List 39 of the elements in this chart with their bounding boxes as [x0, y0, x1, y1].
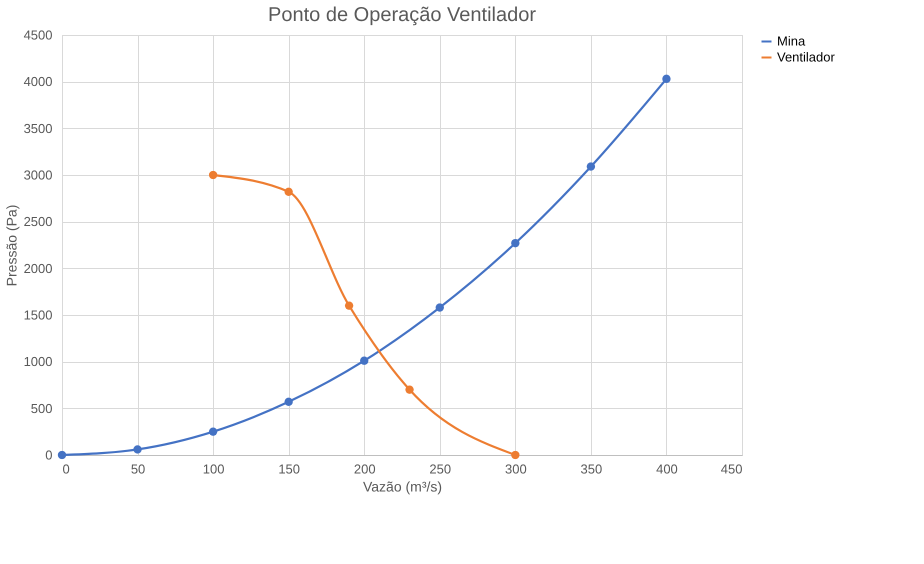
- point: [133, 445, 142, 454]
- point: [58, 450, 66, 460]
- y-tick-label: 3500: [24, 120, 52, 136]
- point: [511, 450, 520, 460]
- point: [511, 238, 520, 248]
- y-tick-label: 4000: [24, 74, 52, 90]
- point: [436, 303, 444, 312]
- y-tick-label: 4500: [24, 28, 52, 42]
- point: [405, 385, 414, 394]
- point: [208, 427, 218, 436]
- point: [284, 398, 293, 406]
- x-tick-label: 250: [429, 462, 452, 476]
- x-tick-label: 150: [278, 462, 300, 476]
- x-tick-label: 350: [580, 462, 602, 476]
- x-tick-label: 450: [720, 462, 742, 476]
- legend-label: Mina: [777, 34, 806, 48]
- point: [662, 74, 671, 84]
- x-tick-label: 50: [130, 462, 146, 476]
- y-tick-label: 3000: [24, 168, 52, 182]
- y-tick-label: 2500: [24, 214, 52, 230]
- y-axis-title: Pressão (Pa): [4, 204, 20, 286]
- x-tick-label: 200: [354, 462, 376, 476]
- x-tick-label: 0: [62, 462, 70, 476]
- y-tick-label: 2000: [24, 260, 52, 276]
- x-axis-title: Vazão (m³/s): [362, 478, 442, 494]
- x-tick-label: 100: [202, 462, 224, 476]
- point: [208, 170, 218, 180]
- point: [344, 301, 354, 310]
- point: [586, 162, 596, 171]
- point: [284, 188, 293, 196]
- x-tick-label: 300: [504, 462, 527, 476]
- y-tick-label: 1500: [24, 308, 52, 322]
- legend-label: Ventilador: [777, 50, 836, 64]
- y-tick-label: 500: [30, 400, 52, 416]
- y-tick-label: 1000: [24, 354, 52, 370]
- chart-title: Ponto de Operação Ventilador: [268, 4, 536, 26]
- point: [360, 356, 368, 365]
- x-tick-label: 400: [656, 462, 678, 476]
- y-tick-label: 0: [45, 448, 52, 462]
